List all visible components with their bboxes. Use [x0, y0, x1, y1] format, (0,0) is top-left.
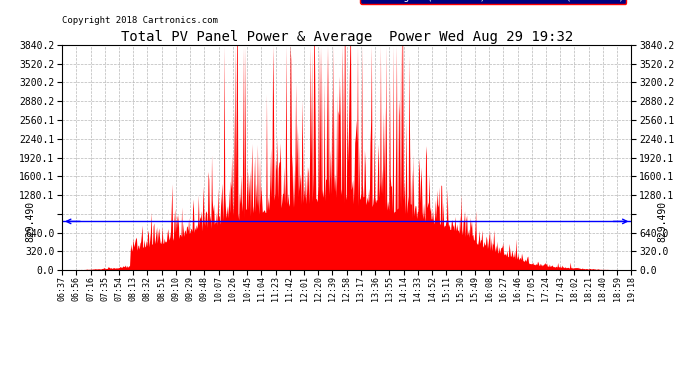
Text: 829.490: 829.490	[658, 201, 668, 242]
Text: 829.490: 829.490	[26, 201, 36, 242]
Legend: Average  (DC Watts), PV Panels  (DC Watts): Average (DC Watts), PV Panels (DC Watts)	[360, 0, 627, 4]
Title: Total PV Panel Power & Average  Power Wed Aug 29 19:32: Total PV Panel Power & Average Power Wed…	[121, 30, 573, 44]
Text: Copyright 2018 Cartronics.com: Copyright 2018 Cartronics.com	[62, 16, 218, 25]
